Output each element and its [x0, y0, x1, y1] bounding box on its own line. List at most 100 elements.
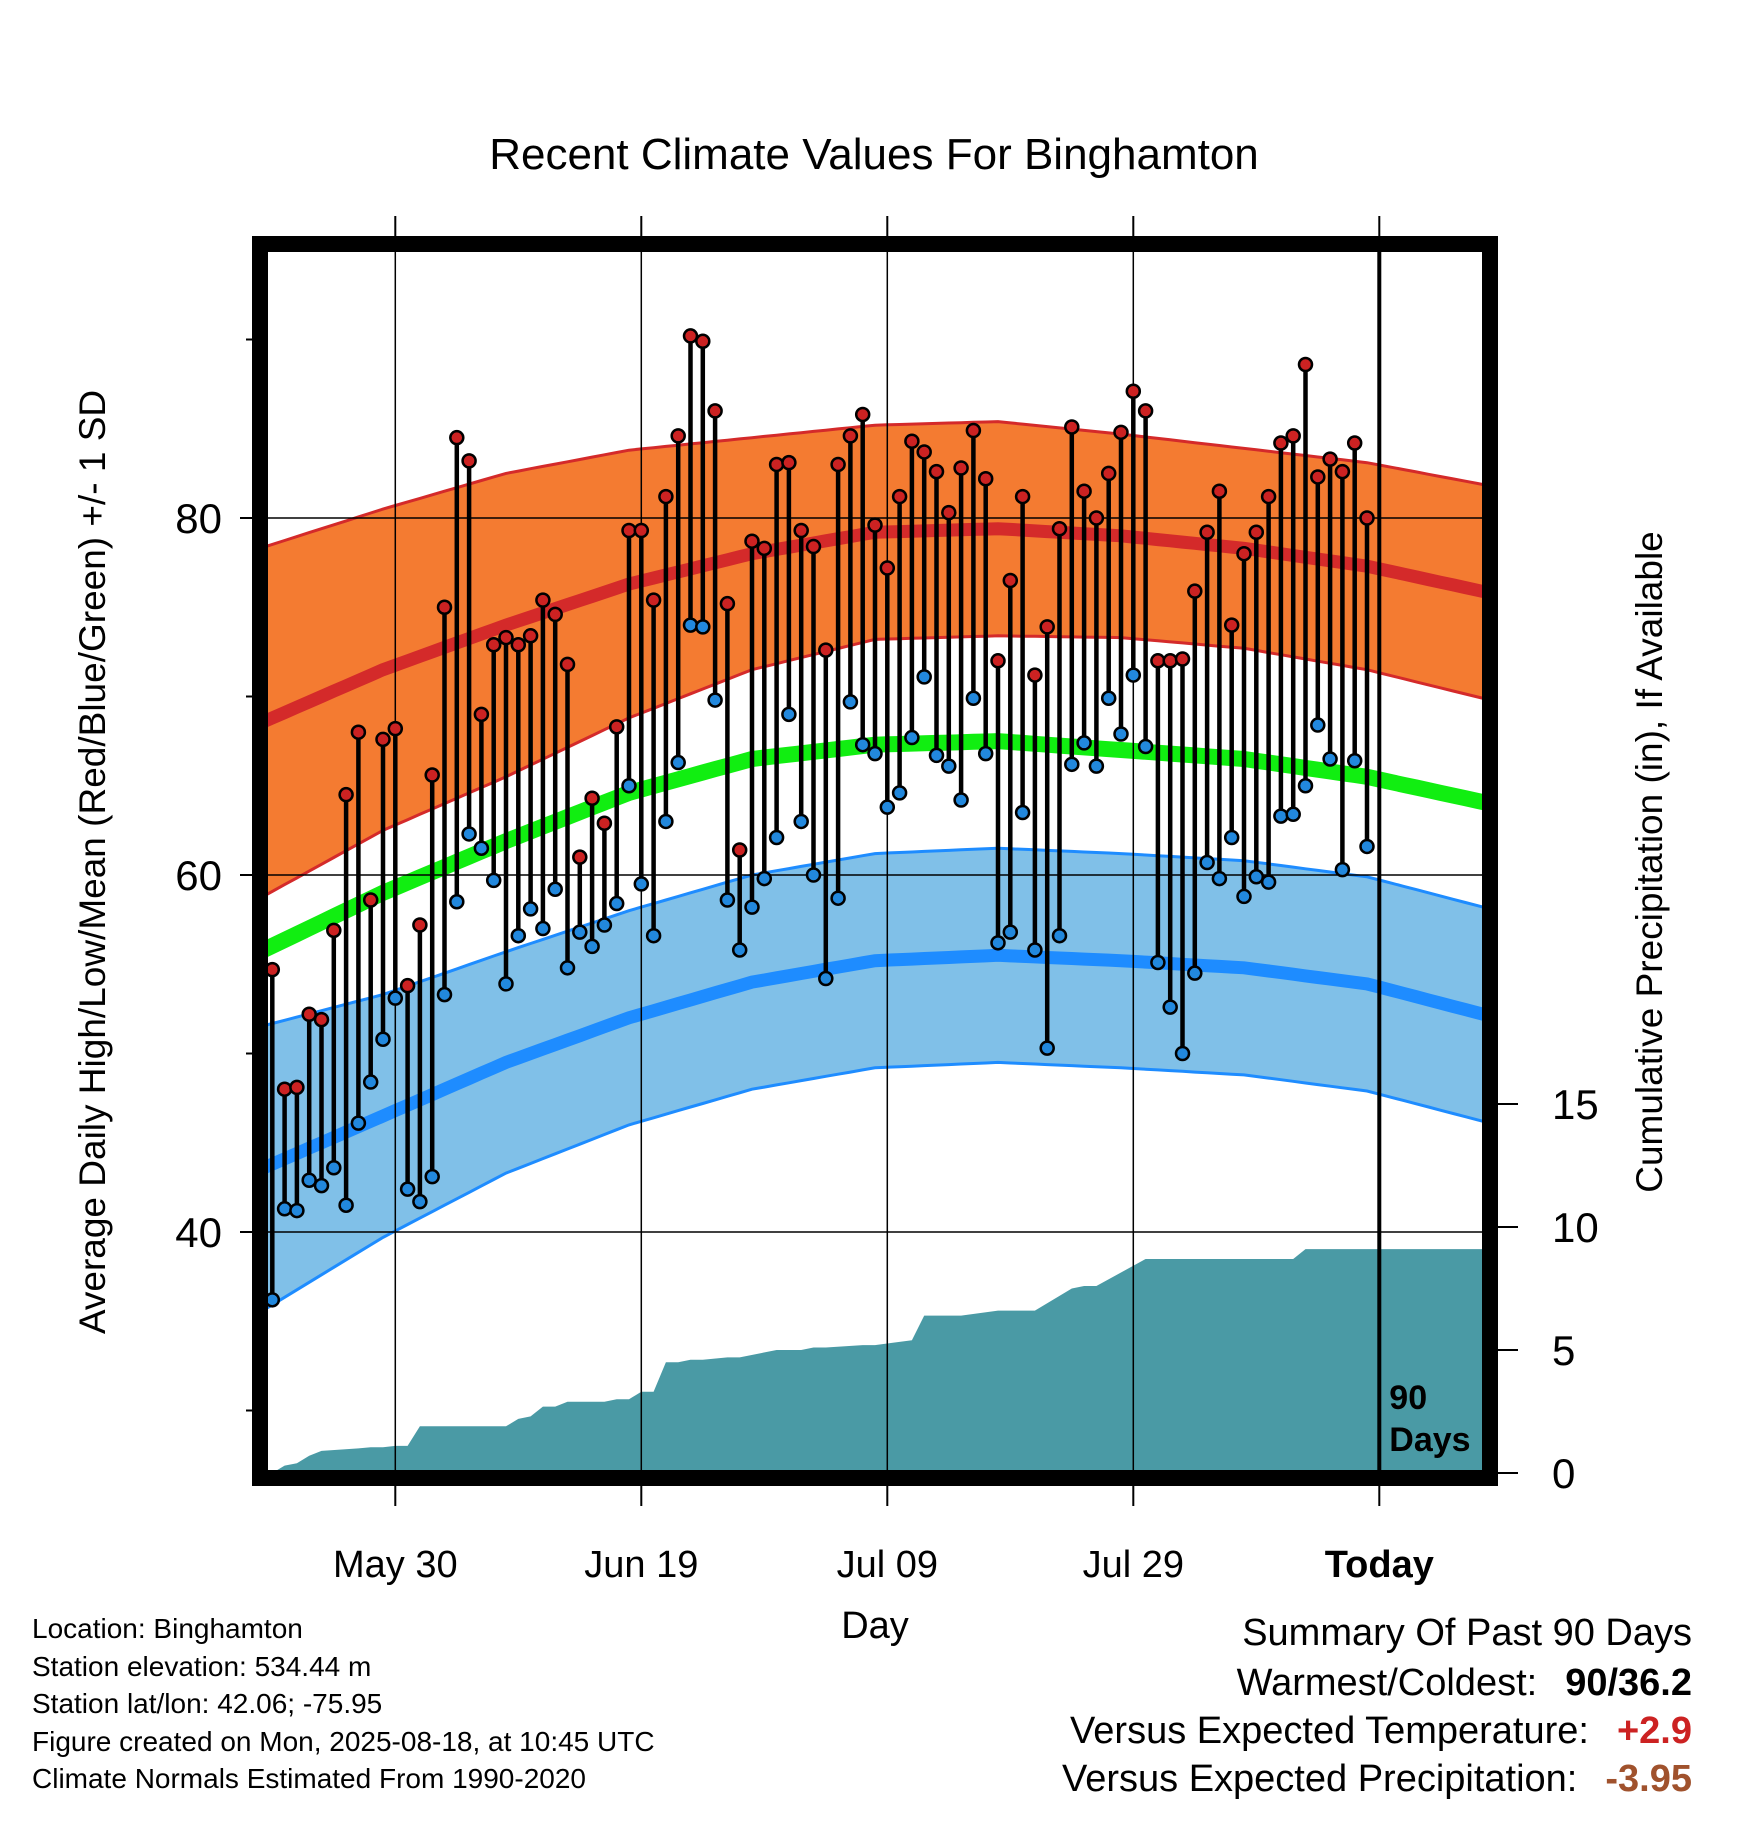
daily-high-point — [399, 977, 416, 994]
x-tick-label: May 30 — [333, 1544, 458, 1586]
daily-high-point — [1187, 583, 1203, 599]
daily-low-point — [461, 826, 477, 842]
high-sd-edge — [260, 420, 1490, 550]
daily-high-point — [338, 786, 354, 803]
daily-high-point — [1273, 435, 1289, 451]
daily-low-point — [608, 895, 625, 912]
daily-high-point — [1014, 488, 1031, 505]
daily-high-point — [1051, 520, 1068, 537]
temp-departure-value: +2.9 — [1616, 1710, 1692, 1752]
daily-high-point — [301, 1006, 317, 1022]
daily-low-point — [424, 1168, 440, 1185]
daily-high-point — [818, 642, 834, 658]
today-days-number: 90 — [1389, 1379, 1427, 1417]
daily-low-point — [301, 1172, 317, 1188]
daily-high-point — [1039, 619, 1055, 635]
daily-high-point — [572, 849, 588, 865]
chart-title: Recent Climate Values For Binghamton — [489, 130, 1259, 179]
daily-low-point — [1014, 804, 1031, 821]
daily-low-point — [695, 619, 711, 635]
daily-low-point — [707, 692, 723, 708]
daily-high-point — [1211, 483, 1228, 499]
daily-low-point — [879, 799, 896, 815]
daily-low-point — [854, 736, 871, 753]
daily-high-point — [1334, 463, 1351, 480]
daily-low-point — [891, 785, 908, 801]
daily-high-point — [449, 429, 465, 446]
daily-low-point — [1223, 829, 1240, 846]
daily-high-point — [1310, 469, 1326, 485]
daily-high-point — [1297, 356, 1314, 373]
daily-low-point — [1285, 806, 1301, 823]
daily-low-point — [1260, 874, 1277, 890]
daily-high-point — [916, 444, 932, 460]
daily-low-point — [621, 778, 637, 794]
daily-high-point — [854, 406, 871, 423]
y2-tick-label: 0 — [1552, 1450, 1575, 1497]
daily-low-point — [928, 747, 945, 764]
daily-high-point — [387, 720, 404, 737]
daily-low-point — [867, 745, 883, 762]
daily-low-point — [781, 706, 797, 723]
daily-low-point — [744, 899, 760, 915]
plot-area — [260, 244, 1490, 1478]
daily-high-point — [830, 456, 846, 473]
daily-high-point — [633, 522, 650, 539]
daily-high-point — [436, 599, 453, 615]
x-axis-label: Day — [841, 1605, 909, 1647]
daily-high-point — [645, 592, 662, 608]
daily-low-point — [1248, 869, 1265, 885]
daily-low-point — [338, 1197, 354, 1213]
daily-low-point — [498, 976, 514, 992]
x-tick-label: Jul 09 — [837, 1544, 938, 1586]
daily-low-point — [682, 617, 699, 633]
daily-high-point — [682, 328, 699, 344]
daily-high-point — [1223, 617, 1240, 633]
daily-high-point — [1199, 524, 1215, 541]
y2-axis-label: Cumulative Precipitation (in), If Availa… — [1629, 531, 1670, 1193]
daily-high-point — [1137, 403, 1154, 419]
plot-frame — [252, 236, 1498, 1486]
daily-low-point — [1150, 954, 1166, 971]
daily-low-point — [633, 876, 650, 892]
daily-high-point — [891, 488, 908, 505]
daily-high-point — [1002, 572, 1019, 589]
daily-low-point — [645, 927, 662, 944]
x-tick-label: Jun 19 — [584, 1544, 698, 1586]
precip-departure-label: Versus Expected Precipitation: — [1061, 1758, 1578, 1800]
y-tick-label: 40 — [175, 1209, 222, 1256]
daily-high-point — [941, 504, 957, 521]
low-sd-edge — [260, 846, 1490, 1029]
station-info: Location: Binghamton Station elevation: … — [32, 1610, 655, 1798]
daily-low-point — [449, 894, 465, 910]
daily-high-point — [350, 724, 367, 740]
daily-high-point — [276, 1081, 293, 1097]
y2-tick-label: 5 — [1552, 1327, 1575, 1374]
daily-high-point — [965, 422, 982, 439]
daily-high-point — [1162, 653, 1178, 669]
daily-high-point — [608, 719, 625, 735]
daily-high-point — [1125, 383, 1142, 400]
daily-low-point — [412, 1193, 428, 1210]
daily-low-point — [756, 870, 773, 887]
daily-high-point — [867, 517, 883, 533]
daily-low-point — [387, 990, 404, 1006]
daily-low-point — [805, 867, 822, 883]
daily-high-point — [768, 456, 785, 473]
temp-departure-label: Versus Expected Temperature: — [1070, 1710, 1589, 1752]
daily-high-point — [879, 560, 896, 576]
daily-low-point — [977, 745, 994, 762]
daily-high-point — [805, 538, 822, 555]
daily-low-point — [522, 901, 539, 917]
daily-high-point — [695, 333, 711, 350]
daily-high-point — [1346, 435, 1363, 451]
daily-low-point — [1310, 717, 1326, 733]
daily-low-point — [953, 792, 969, 808]
daily-low-point — [842, 694, 859, 710]
daily-high-point — [658, 488, 674, 505]
daily-high-point — [756, 540, 773, 557]
daily-high-point — [461, 453, 477, 469]
daily-high-point — [904, 433, 920, 449]
daily-high-point — [793, 522, 809, 539]
